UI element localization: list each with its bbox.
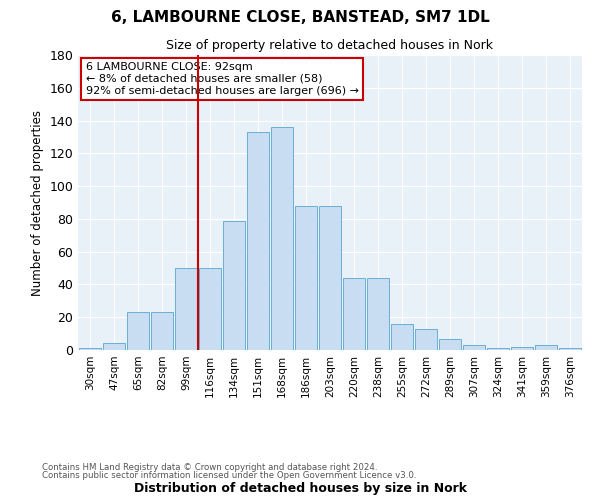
Text: Distribution of detached houses by size in Nork: Distribution of detached houses by size … xyxy=(133,482,467,495)
Text: Contains HM Land Registry data © Crown copyright and database right 2024.: Contains HM Land Registry data © Crown c… xyxy=(42,464,377,472)
Bar xyxy=(415,328,437,350)
Text: 6, LAMBOURNE CLOSE, BANSTEAD, SM7 1DL: 6, LAMBOURNE CLOSE, BANSTEAD, SM7 1DL xyxy=(110,10,490,25)
Bar xyxy=(103,344,125,350)
Bar xyxy=(439,338,461,350)
Y-axis label: Number of detached properties: Number of detached properties xyxy=(31,110,44,296)
Text: Contains public sector information licensed under the Open Government Licence v3: Contains public sector information licen… xyxy=(42,471,416,480)
Bar xyxy=(343,278,365,350)
Title: Size of property relative to detached houses in Nork: Size of property relative to detached ho… xyxy=(167,40,493,52)
Bar xyxy=(151,312,173,350)
Bar xyxy=(223,220,245,350)
Bar xyxy=(559,348,581,350)
Bar xyxy=(535,345,557,350)
Bar xyxy=(487,348,509,350)
Bar xyxy=(367,278,389,350)
Bar xyxy=(511,346,533,350)
Bar xyxy=(391,324,413,350)
Text: 6 LAMBOURNE CLOSE: 92sqm
← 8% of detached houses are smaller (58)
92% of semi-de: 6 LAMBOURNE CLOSE: 92sqm ← 8% of detache… xyxy=(86,62,359,96)
Bar xyxy=(175,268,197,350)
Bar xyxy=(127,312,149,350)
Bar xyxy=(319,206,341,350)
Bar xyxy=(247,132,269,350)
Bar xyxy=(271,127,293,350)
Bar xyxy=(295,206,317,350)
Bar xyxy=(199,268,221,350)
Bar xyxy=(79,348,101,350)
Bar xyxy=(463,345,485,350)
